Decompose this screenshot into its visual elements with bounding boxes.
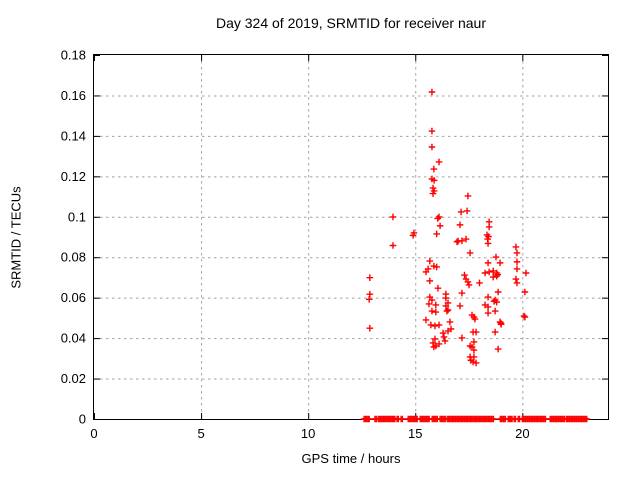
plot-border bbox=[93, 54, 609, 420]
x-tick-label: 15 bbox=[408, 426, 422, 441]
y-tick-label: 0.12 bbox=[61, 169, 86, 184]
y-tick-label: 0 bbox=[79, 412, 86, 427]
y-tick-label: 0.18 bbox=[61, 48, 86, 63]
grid-lines bbox=[94, 55, 608, 419]
x-axis-label: GPS time / hours bbox=[301, 451, 401, 466]
scatter-points bbox=[365, 88, 530, 367]
y-tick-label: 0.04 bbox=[61, 331, 86, 346]
x-tick-label: 0 bbox=[90, 426, 97, 441]
y-tick-label: 0.16 bbox=[61, 88, 86, 103]
y-tick-label: 0.06 bbox=[61, 290, 86, 305]
y-tick-label: 0.14 bbox=[61, 128, 86, 143]
y-tick-label: 0.08 bbox=[61, 250, 86, 265]
x-tick-label: 20 bbox=[515, 426, 529, 441]
axis-ticks bbox=[94, 55, 608, 420]
y-tick-label: 0.1 bbox=[68, 209, 86, 224]
x-tick-label: 10 bbox=[301, 426, 315, 441]
y-tick-label: 0.02 bbox=[61, 371, 86, 386]
zero-band bbox=[360, 415, 591, 423]
x-tick-label: 5 bbox=[197, 426, 204, 441]
chart-title: Day 324 of 2019, SRMTID for receiver nau… bbox=[215, 15, 486, 31]
tick-labels: 0 5 10 15 20 0 0.02 0.04 0.06 0.08 0.1 0.12 0.14 0.16… bbox=[61, 48, 530, 442]
